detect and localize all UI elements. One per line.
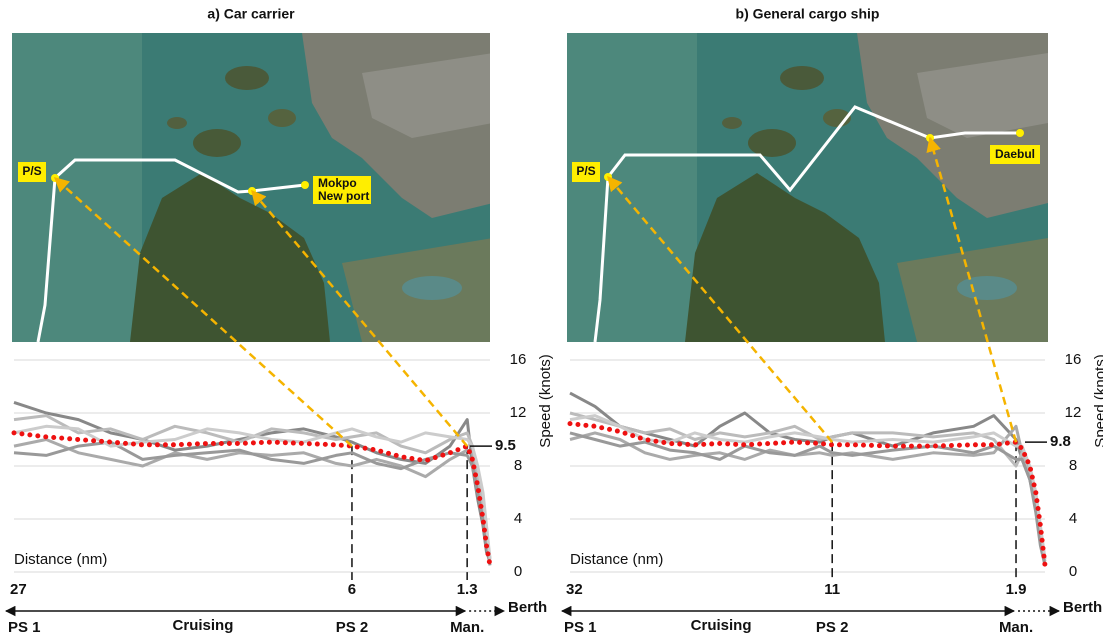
phase-label: Cruising — [691, 617, 752, 634]
x-tick-label: 11 — [824, 581, 840, 598]
reference-label: 9.8 — [1050, 433, 1071, 450]
map-b: P/S Daebul — [567, 33, 1048, 342]
map-label: New port — [318, 189, 369, 203]
y-tick-label: 16 — [1065, 351, 1082, 368]
link-arrow — [251, 189, 469, 447]
phase-label: PS 1 — [8, 619, 41, 636]
link-arrow — [53, 176, 353, 448]
y-axis-label: Speed (knots) — [1092, 354, 1103, 447]
x-axis-label: Distance (nm) — [14, 551, 107, 568]
chart-title: a) Car carrier — [207, 6, 295, 22]
chart-title: b) General cargo ship — [736, 6, 880, 22]
mean-line — [11, 430, 493, 568]
speed-line — [13, 400, 492, 562]
phase-label: Cruising — [173, 617, 234, 634]
y-tick-label: 4 — [1069, 510, 1077, 527]
map-label: P/S — [576, 164, 595, 178]
map-label: Mokpo — [318, 176, 357, 190]
y-tick-label: 0 — [514, 563, 522, 580]
reference-label: 9.5 — [495, 437, 516, 454]
x-tick-label: 1.3 — [457, 581, 478, 598]
x-tick-label: 6 — [348, 581, 356, 598]
speed-line — [569, 391, 1047, 560]
speed-line — [569, 431, 1047, 566]
y-tick-label: 12 — [1065, 404, 1082, 421]
y-tick-label: 16 — [510, 351, 527, 368]
x-tick-label: 1.9 — [1006, 581, 1027, 598]
y-tick-label: 0 — [1069, 563, 1077, 580]
phase-label: PS 2 — [816, 619, 849, 636]
x-tick-label: 27 — [10, 581, 27, 598]
phase-label: Berth — [1063, 599, 1102, 616]
map-label: P/S — [22, 164, 41, 178]
speed-line — [13, 414, 492, 562]
phase-label: Berth — [508, 599, 547, 616]
map-label: Daebul — [995, 147, 1035, 161]
phase-label: PS 2 — [336, 619, 369, 636]
y-tick-label: 4 — [514, 510, 522, 527]
y-tick-label: 8 — [1069, 457, 1077, 474]
mean-line — [567, 421, 1048, 568]
speed-line — [13, 440, 492, 566]
phase-label: Man. — [450, 619, 484, 636]
y-axis-label: Speed (knots) — [537, 354, 554, 447]
link-arrow — [926, 136, 1018, 443]
phase-label: Man. — [999, 619, 1033, 636]
x-axis-label: Distance (nm) — [570, 551, 663, 568]
y-tick-label: 12 — [510, 404, 527, 421]
speed-line — [13, 438, 492, 559]
phase-label: PS 1 — [564, 619, 597, 636]
link-arrow — [607, 175, 834, 443]
y-tick-label: 8 — [514, 457, 522, 474]
speed-line — [569, 411, 1047, 562]
map-a: P/S Mokpo New port — [12, 33, 490, 342]
x-tick-label: 32 — [566, 581, 583, 598]
